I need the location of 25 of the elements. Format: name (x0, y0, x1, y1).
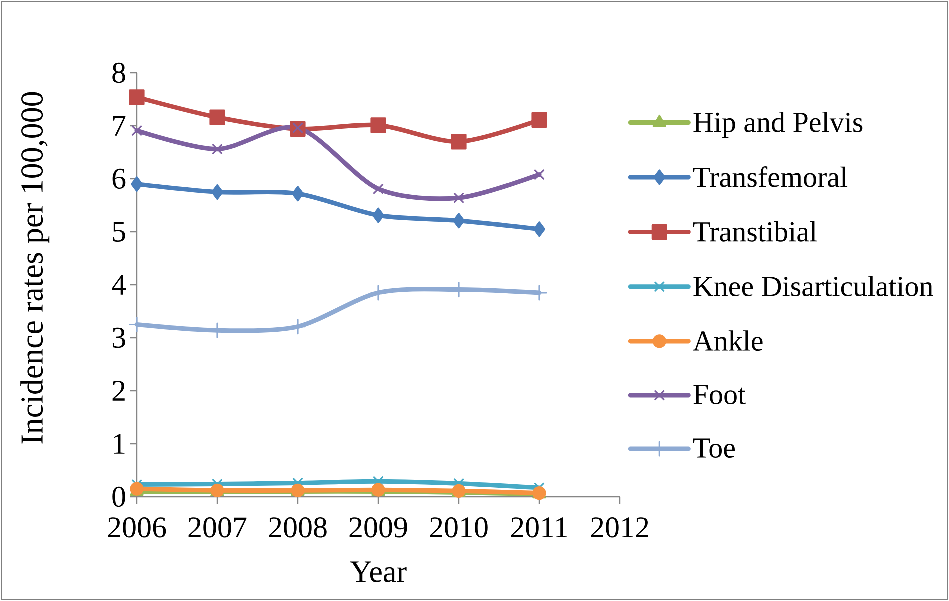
y-tick-label: 1 (114, 434, 125, 454)
x-tick-label: 2006 (108, 518, 166, 538)
x-tick-label: 2010 (430, 518, 488, 538)
legend-label: Transtibial (693, 221, 817, 242)
y-tick-label: 2 (112, 381, 125, 401)
legend-label: Foot (694, 385, 746, 405)
legend-label: Ankle (693, 330, 763, 352)
x-tick-label: 2009 (350, 518, 408, 538)
y-tick-label: 3 (112, 328, 126, 348)
x-tick-label: 2008 (269, 518, 327, 538)
x-tick-label: 2012 (591, 518, 648, 538)
legend-label: Hip and Pelvis (694, 112, 863, 138)
y-tick-label: 6 (112, 168, 126, 190)
y-tick-label: 0 (112, 486, 126, 508)
y-axis-title: Incidence rates per 100,000 (20, 92, 50, 444)
x-tick-label: 2011 (511, 518, 568, 538)
y-tick-label: 5 (113, 222, 126, 242)
y-tick-label: 4 (112, 275, 126, 295)
x-axis-title: Year (350, 562, 407, 582)
legend-label: Transfemoral (693, 166, 848, 188)
x-tick-label: 2007 (188, 518, 247, 538)
y-tick-label: 8 (112, 62, 126, 84)
legend-label: Toe (693, 438, 735, 458)
legend-label: Knee Disarticulation (694, 276, 934, 296)
y-tick-label: 7 (114, 116, 126, 136)
